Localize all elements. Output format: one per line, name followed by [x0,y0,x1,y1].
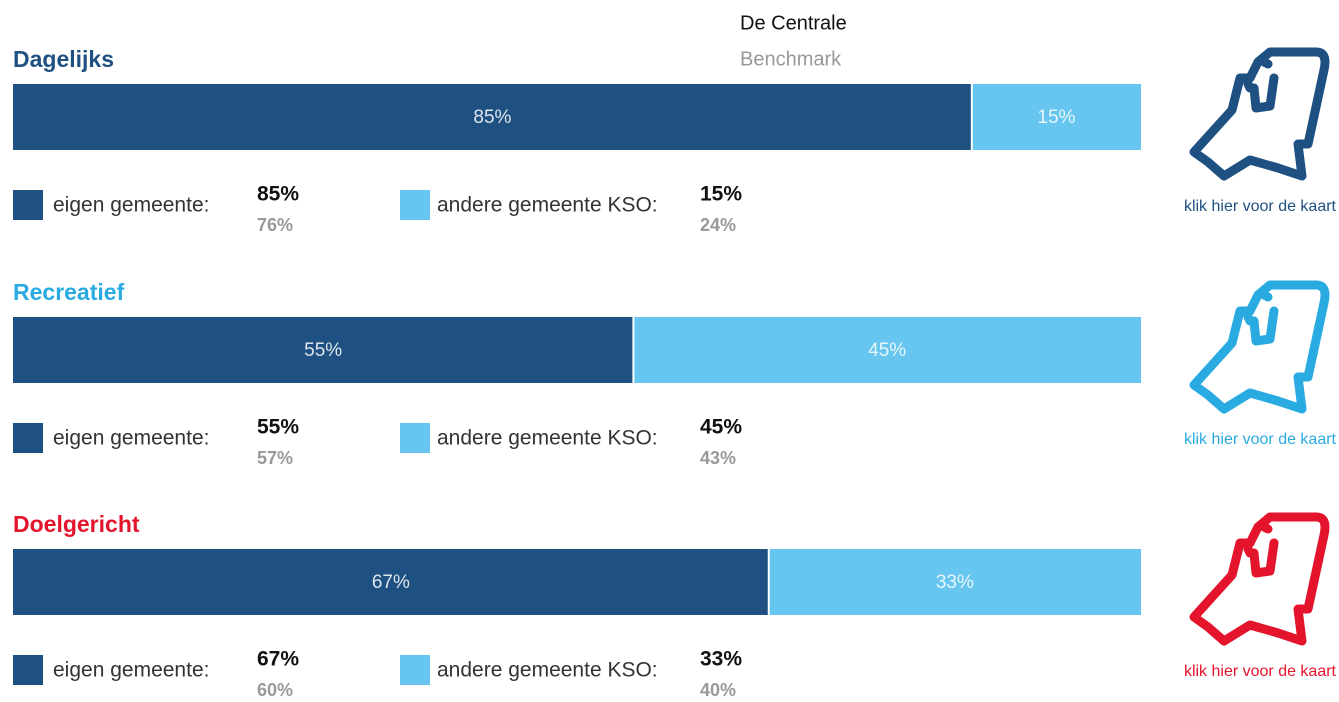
benchmark-value: 24% [700,215,736,235]
header-secondary: Benchmark [740,48,842,70]
map-link-text[interactable]: klik hier voor de kaart [1184,663,1337,680]
benchmark-value: 43% [700,448,736,468]
benchmark-value: 60% [257,680,293,700]
bar-segment [13,84,971,150]
bar-label: 33% [936,572,974,593]
bar-segment [634,317,1141,383]
map-link[interactable] [1189,280,1330,414]
value: 55% [257,416,299,439]
bar-label: 85% [473,107,511,128]
bar-label: 67% [372,572,410,593]
legend-swatch [13,190,43,220]
bar-label: 45% [868,340,906,361]
legend-label: eigen gemeente: [53,194,209,217]
section-title: Dagelijks [13,46,114,72]
bar-segment [13,317,633,383]
legend-swatch [13,423,43,453]
value: 67% [257,648,299,671]
value: 33% [700,648,742,671]
legend-label: eigen gemeente: [53,427,209,450]
legend-swatch [400,655,430,685]
map-link[interactable] [1189,47,1330,181]
legend-swatch [13,655,43,685]
map-icon [1189,512,1330,646]
benchmark-value: 57% [257,448,293,468]
map-icon [1189,47,1330,181]
bar-label: 55% [304,340,342,361]
section-title: Recreatief [13,279,125,305]
value: 15% [700,183,742,206]
map-link-text[interactable]: klik hier voor de kaart [1184,198,1337,215]
bar-label: 15% [1037,107,1075,128]
value: 85% [257,183,299,206]
map-link-text[interactable]: klik hier voor de kaart [1184,431,1337,448]
legend-label: andere gemeente KSO: [437,659,658,682]
legend-swatch [400,423,430,453]
value: 45% [700,416,742,439]
legend-label: eigen gemeente: [53,659,209,682]
map-link[interactable] [1189,512,1330,646]
benchmark-value: 76% [257,215,293,235]
bar-segment [769,549,1141,615]
legend-swatch [400,190,430,220]
benchmark-value: 40% [700,680,736,700]
map-icon [1189,280,1330,414]
bar-segment [13,549,768,615]
section-title: Doelgericht [13,511,140,537]
bar-segment [972,84,1141,150]
legend-label: andere gemeente KSO: [437,427,658,450]
legend-label: andere gemeente KSO: [437,194,658,217]
header-primary: De Centrale [740,12,847,34]
